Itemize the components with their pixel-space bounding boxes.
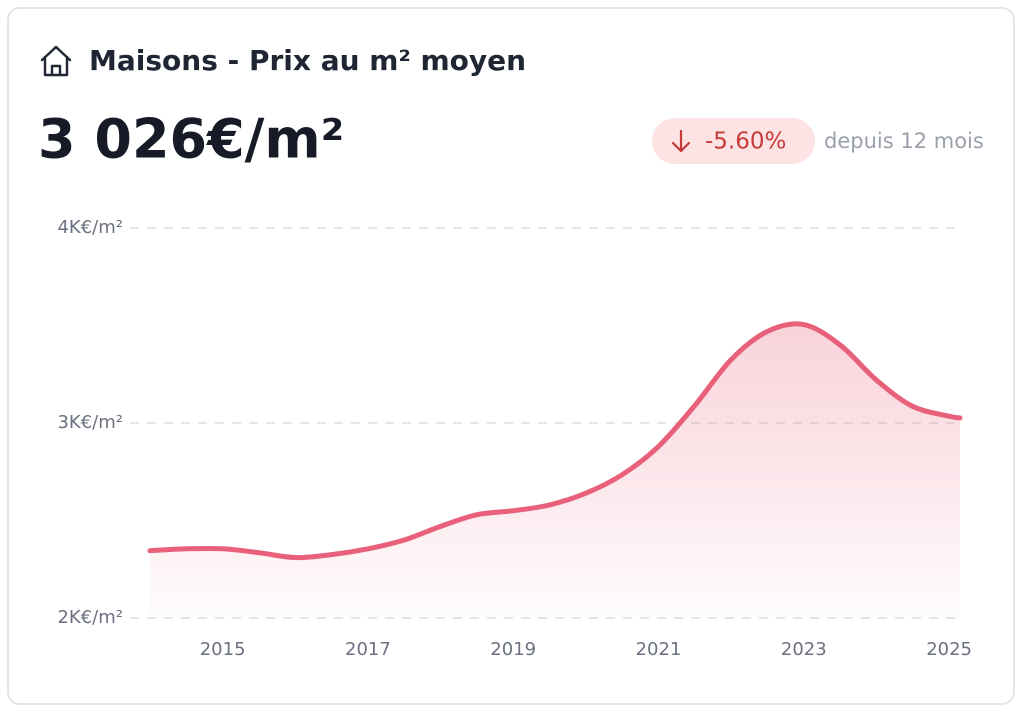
card-title: Maisons - Prix au m² moyen: [89, 44, 526, 77]
line: [147, 321, 963, 561]
x-tick-label: 2015: [200, 639, 246, 660]
y-tick-label: 4K€/m²: [57, 217, 123, 238]
y-tick-label: 2K€/m²: [57, 607, 123, 628]
house-icon: [40, 45, 72, 77]
x-tick-label: 2017: [345, 639, 391, 660]
y-tick-label: 3K€/m²: [57, 412, 123, 433]
change-badge: [652, 118, 815, 164]
x-tick-label: 2021: [636, 639, 682, 660]
x-tick-label: 2019: [490, 639, 536, 660]
change-value: -5.60%: [705, 129, 786, 155]
x-tick-label: 2023: [781, 639, 827, 660]
down-arrow: [671, 129, 691, 153]
current-value: 3 026€/m²: [38, 108, 344, 171]
x-tick-label: 2025: [926, 639, 972, 660]
change-note: depuis 12 mois: [824, 129, 984, 153]
area: [150, 323, 960, 618]
